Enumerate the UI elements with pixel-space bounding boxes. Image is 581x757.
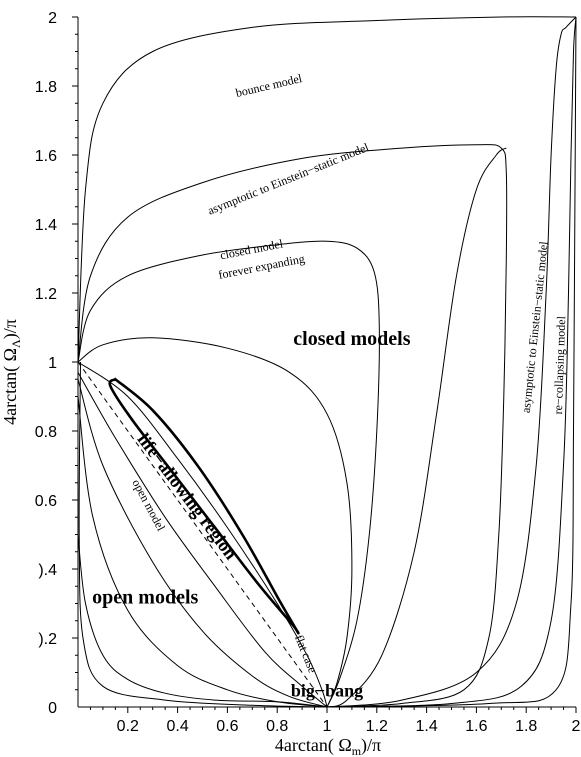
flat-case-line [77, 361, 328, 708]
y-tick-label: 0.6 [35, 493, 57, 510]
model-curve-9 [78, 361, 328, 708]
model-curve-3 [77, 240, 380, 708]
tick-marks: 0.2 0.4 0.6 0.8 1 1.2 1.4 1.6 1.8 2 0 ).2 ).4 0.6 0.8 1… [35, 10, 581, 735]
model-curve-6 [77, 372, 328, 708]
y-tick-label: 0 [48, 700, 57, 717]
model-curve-14 [77, 534, 328, 708]
y-tick-label: 1.4 [35, 217, 57, 234]
x-tick-label: 0.4 [166, 718, 188, 735]
model-curve-10 [326, 147, 507, 708]
x-tick-label: 0.8 [266, 718, 288, 735]
x-tick-label: 2 [572, 718, 581, 735]
annotation-bounce: bounce model [234, 71, 304, 100]
model-curve-4 [77, 337, 353, 708]
model-curve-2 [77, 144, 508, 708]
model-curve-12 [326, 16, 577, 708]
annotation-openmodel: open model [129, 477, 168, 534]
y-tick-label: ).2 [38, 631, 57, 648]
annotation-closed: closed models [293, 328, 410, 350]
x-tick-label: 1.8 [515, 718, 537, 735]
model-curve-13 [326, 16, 577, 708]
y-axis-label: 4arctan( ΩΛ)/π [0, 319, 23, 425]
y-tick-label: 1 [48, 355, 57, 372]
annotation-recollapse: re−collapsing model [551, 315, 568, 415]
y-tick-label: 1.6 [35, 148, 57, 165]
model-curve-1 [77, 16, 577, 363]
model-curves [77, 16, 577, 708]
y-tick-label: 2 [48, 10, 57, 27]
annotation-asym2: asymptotic to Einstein−static model [519, 240, 551, 414]
y-tick-label: 0.8 [35, 424, 57, 441]
y-tick-label: 1.2 [35, 286, 57, 303]
x-tick-label: 1 [323, 718, 332, 735]
annotations: bounce model asymptotic to Einstein−stati… [92, 71, 568, 701]
x-tick-label: 1.4 [415, 718, 437, 735]
model-curve-5 [77, 361, 328, 708]
model-curve-8 [77, 396, 328, 708]
x-tick-label: 0.2 [117, 718, 139, 735]
annotation-bigbang: big−bang [291, 681, 363, 701]
annotation-flatcase: flat case [292, 633, 320, 675]
x-tick-label: 1.2 [366, 718, 388, 735]
x-tick-label: 0.6 [216, 718, 238, 735]
model-curve-11 [326, 16, 577, 708]
y-tick-label: ).4 [38, 562, 57, 579]
annotation-asym1: asymptotic to Einstein−static model [206, 140, 372, 218]
life-allowing-region-outline [108, 377, 300, 635]
x-tick-label: 1.6 [465, 718, 487, 735]
annotation-open: open models [92, 587, 198, 609]
y-tick-label: 1.8 [35, 79, 57, 96]
model-curve-7 [77, 379, 328, 708]
x-axis-label: 4arctan( Ωm)/π [275, 735, 381, 757]
